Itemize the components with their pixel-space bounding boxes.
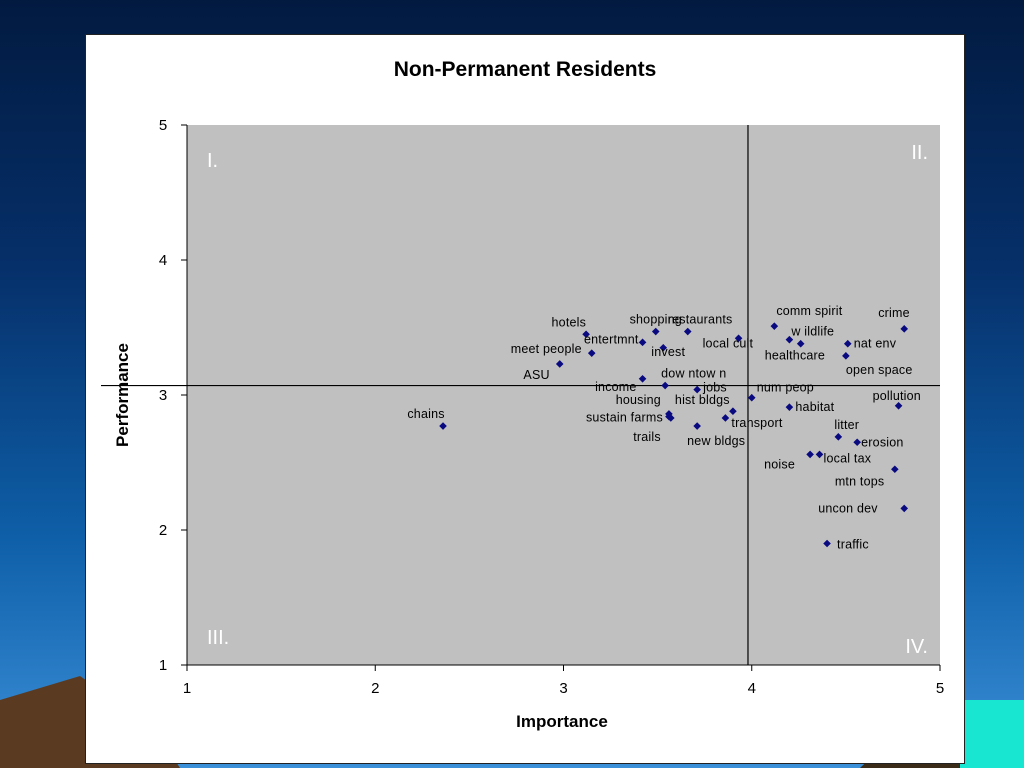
data-point-label: invest bbox=[651, 345, 685, 359]
x-tick-label: 4 bbox=[748, 680, 756, 697]
data-point-marker bbox=[796, 339, 805, 348]
data-point-label: comm spirit bbox=[776, 304, 842, 318]
chart-title: Non-Permanent Residents bbox=[394, 58, 657, 81]
data-point-marker bbox=[721, 414, 730, 422]
data-point-label: w ildlife bbox=[790, 325, 834, 339]
x-tick-label: 3 bbox=[559, 680, 567, 697]
data-point-label: healthcare bbox=[765, 349, 825, 363]
data-point-marker bbox=[667, 414, 675, 422]
scatter-chart: Non-Permanent Residents I. II. III. IV. 1 2 3… bbox=[101, 58, 944, 731]
data-point-marker bbox=[900, 504, 909, 513]
data-point-label: num peop bbox=[757, 381, 814, 395]
data-point-label: traffic bbox=[837, 538, 869, 552]
data-point-marker bbox=[815, 450, 824, 459]
data-point-marker bbox=[770, 322, 779, 330]
data-point-label: ASU bbox=[523, 368, 549, 382]
data-point-label: erosion bbox=[861, 435, 903, 449]
data-point-marker bbox=[638, 375, 647, 383]
data-point-label: transport bbox=[731, 416, 782, 430]
data-point-label: sustain farms bbox=[586, 411, 663, 425]
data-point-label: nat env bbox=[854, 337, 897, 351]
data-point-marker bbox=[900, 325, 909, 333]
data-point-marker bbox=[587, 349, 596, 357]
y-axis-title: Performance bbox=[113, 343, 132, 447]
data-point-label: local tax bbox=[824, 451, 872, 465]
data-point-marker bbox=[693, 385, 701, 394]
data-point-marker bbox=[891, 465, 899, 474]
data-point-label: hotels bbox=[552, 315, 587, 329]
x-tick-label: 1 bbox=[183, 680, 191, 697]
data-point-marker bbox=[823, 539, 831, 548]
data-point-marker bbox=[439, 422, 447, 430]
data-point-label: shopping bbox=[630, 313, 682, 327]
data-point-marker bbox=[555, 360, 564, 368]
data-point-label: chains bbox=[407, 407, 444, 421]
data-point-marker bbox=[651, 327, 660, 336]
quadrant-label: II. bbox=[911, 142, 928, 164]
data-point-label: new bldgs bbox=[687, 434, 745, 448]
data-point-marker bbox=[729, 407, 737, 415]
quadrant-label: III. bbox=[207, 627, 229, 649]
data-point-marker bbox=[806, 450, 814, 459]
data-point-label: dow ntow n bbox=[661, 367, 726, 381]
data-point-marker bbox=[842, 352, 850, 360]
quadrant-label: I. bbox=[207, 150, 218, 172]
data-point-label: noise bbox=[764, 457, 795, 471]
y-tick-label: 1 bbox=[159, 657, 167, 674]
data-point-label: local cult bbox=[703, 336, 754, 350]
y-tick-label: 5 bbox=[159, 117, 167, 134]
data-point-label: income bbox=[595, 380, 637, 394]
y-tick-label: 4 bbox=[159, 252, 167, 269]
data-point-label: crime bbox=[878, 306, 910, 320]
data-point-marker bbox=[853, 438, 861, 447]
data-point-marker bbox=[683, 327, 692, 336]
data-point-marker bbox=[785, 335, 794, 344]
data-point-label: restaurants bbox=[668, 313, 733, 327]
data-point-label: uncon dev bbox=[818, 501, 878, 515]
y-tick-label: 2 bbox=[159, 522, 167, 539]
data-point-marker bbox=[638, 338, 647, 347]
data-point-label: pollution bbox=[873, 389, 921, 403]
data-point-label: habitat bbox=[795, 400, 834, 414]
plot-area bbox=[187, 125, 940, 665]
data-point-marker bbox=[747, 393, 756, 402]
data-point-label: mtn tops bbox=[835, 474, 885, 488]
data-point-marker bbox=[693, 422, 701, 430]
data-point-marker bbox=[661, 381, 669, 390]
quadrant-label: IV. bbox=[905, 636, 928, 658]
data-point-label: hist bldgs bbox=[675, 393, 730, 407]
data-point-marker bbox=[894, 402, 903, 410]
x-axis-title: Importance bbox=[516, 712, 608, 731]
data-point-marker bbox=[659, 343, 668, 352]
data-point-label: trails bbox=[633, 430, 661, 444]
x-tick-label: 5 bbox=[936, 680, 944, 697]
data-point-label: open space bbox=[846, 363, 913, 377]
data-point-label: jobs bbox=[702, 381, 727, 395]
data-point-marker bbox=[834, 433, 843, 441]
teal-glow bbox=[960, 700, 1024, 768]
chart-panel: Non-Permanent Residents I. II. III. IV. 1 2 3… bbox=[85, 34, 965, 764]
x-tick-label: 2 bbox=[371, 680, 379, 697]
data-point-label: housing bbox=[616, 393, 661, 407]
y-tick-label: 3 bbox=[159, 387, 167, 404]
data-point-marker bbox=[582, 330, 590, 339]
data-point-marker bbox=[785, 403, 794, 411]
data-point-label: litter bbox=[834, 418, 859, 432]
data-point-marker bbox=[843, 339, 852, 348]
data-point-label: entertmnt bbox=[584, 332, 639, 346]
data-point-label: meet people bbox=[511, 342, 582, 356]
data-point-marker bbox=[734, 334, 743, 343]
